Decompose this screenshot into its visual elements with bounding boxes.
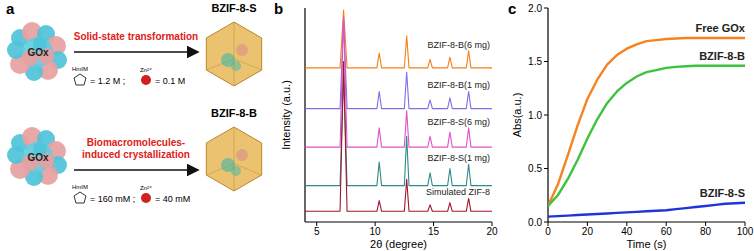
synthesis-row: GOx Solid-state transformation HmIM= 1.2 M… — [7, 2, 262, 86]
ligand-label: HmIM — [72, 184, 88, 190]
y-tick-label: 0.0 — [528, 217, 542, 228]
chart-panel: b 5 10 15 20 2θ (degree) Intensity (a.u.) BZIF-… — [274, 0, 498, 250]
series-label: BZIF-8-B(6 mg) — [427, 40, 490, 50]
method-label: Solid-state transformation — [74, 31, 198, 42]
product-label: BZIF-8-B — [211, 107, 257, 119]
series-label: BZIF-8-B — [699, 50, 745, 62]
synthesis-row: GOx Biomacromolecules-induced crystalliza… — [7, 107, 262, 204]
series-line — [305, 74, 492, 185]
protein-icon: GOx — [7, 127, 67, 186]
x-tick-label: 5 — [314, 226, 320, 237]
x-axis — [305, 221, 492, 222]
x-axis-label: Time (s) — [627, 238, 667, 250]
figure: aGOxSolid-state transformationHmIM= 1.2 … — [0, 0, 754, 251]
panel-label: c — [508, 0, 516, 17]
reaction-arrow — [74, 169, 198, 171]
plot-area — [305, 10, 492, 211]
crystal-enzyme — [236, 149, 248, 161]
zinc-label: Zn²⁺ — [140, 67, 152, 73]
series-line — [305, 19, 492, 109]
series-line — [305, 62, 492, 212]
ligand-label: HmIM — [72, 66, 88, 72]
y-tick-label: 2.0 — [528, 3, 542, 14]
y-tick — [544, 61, 548, 62]
zinc-concentration: = 40 mM — [155, 194, 190, 204]
crystal-icon — [206, 22, 261, 86]
series-line — [548, 203, 745, 217]
x-tick-label: 60 — [661, 226, 673, 237]
series-line — [305, 10, 492, 68]
method-label: Biomacromolecules- — [87, 137, 185, 148]
crystal-body — [206, 22, 261, 86]
crystal-enzyme — [231, 61, 241, 71]
protein-label: GOx — [27, 47, 49, 58]
x-tick-label: 80 — [700, 226, 712, 237]
y-tick — [544, 168, 548, 169]
protein-icon: GOx — [7, 22, 67, 81]
y-tick — [544, 115, 548, 116]
series-line — [548, 66, 745, 206]
chart-panel: c 0 20 40 60 80 100 0.0 0.5 1.0 1.5 2.0 Time (s) Abs(… — [508, 0, 754, 250]
zinc-concentration: = 0.1 M — [155, 76, 185, 86]
y-axis-label: Abs(a.u.) — [511, 93, 523, 138]
x-tick-label: 15 — [428, 226, 440, 237]
panel-label: a — [6, 0, 15, 17]
series-line — [305, 17, 492, 148]
protein-blob — [23, 37, 53, 67]
protein-label: GOx — [27, 152, 49, 163]
x-tick-label: 0 — [545, 226, 551, 237]
ligand-icon — [74, 74, 86, 85]
crystal-body — [206, 127, 261, 191]
crystal-enzyme — [236, 44, 248, 56]
series-label: BZIF-8-S(1 mg) — [427, 153, 490, 163]
y-tick-label: 0.5 — [528, 163, 542, 174]
method-label: induced crystallization — [82, 149, 190, 160]
reaction-arrow — [74, 51, 198, 53]
x-tick-label: 40 — [621, 226, 633, 237]
panel-label: b — [274, 0, 283, 17]
y-axis — [304, 8, 305, 222]
plot-area — [548, 38, 745, 217]
ligand-concentration: = 160 mM ; — [90, 194, 135, 204]
zinc-icon — [141, 75, 151, 85]
y-tick-label: 1.5 — [528, 56, 542, 67]
ligand-icon — [74, 192, 86, 203]
y-tick-label: 1.0 — [528, 110, 542, 121]
panel-a: aGOxSolid-state transformationHmIM= 1.2 … — [6, 0, 262, 204]
y-axis-label: Intensity (a.u.) — [280, 80, 292, 150]
series-label: BZIF-8-S — [700, 187, 745, 199]
x-axis-label: 2θ (degree) — [370, 238, 427, 250]
ligand-concentration: = 1.2 M ; — [90, 76, 125, 86]
zinc-label: Zn²⁺ — [140, 185, 152, 191]
x-axis — [548, 221, 745, 222]
protein-blob — [23, 142, 53, 172]
crystal-edge — [234, 22, 235, 86]
crystal-icon — [206, 127, 261, 191]
x-tick-label: 20 — [486, 226, 498, 237]
series-line — [548, 38, 745, 206]
series-label: Simulated ZIF-8 — [426, 187, 490, 197]
y-tick — [544, 8, 548, 9]
series-label: BZIF-8-B(1 mg) — [427, 80, 490, 90]
x-tick-label: 20 — [582, 226, 594, 237]
crystal-edge — [234, 127, 235, 191]
product-label: BZIF-8-S — [211, 2, 256, 14]
series-label: BZIF-8-S(6 mg) — [427, 117, 490, 127]
zinc-icon — [141, 193, 151, 203]
y-tick — [544, 222, 548, 223]
x-tick-label: 100 — [737, 226, 754, 237]
x-tick-label: 10 — [370, 226, 382, 237]
series-label: Free GOx — [695, 22, 745, 34]
crystal-enzyme — [231, 166, 241, 176]
